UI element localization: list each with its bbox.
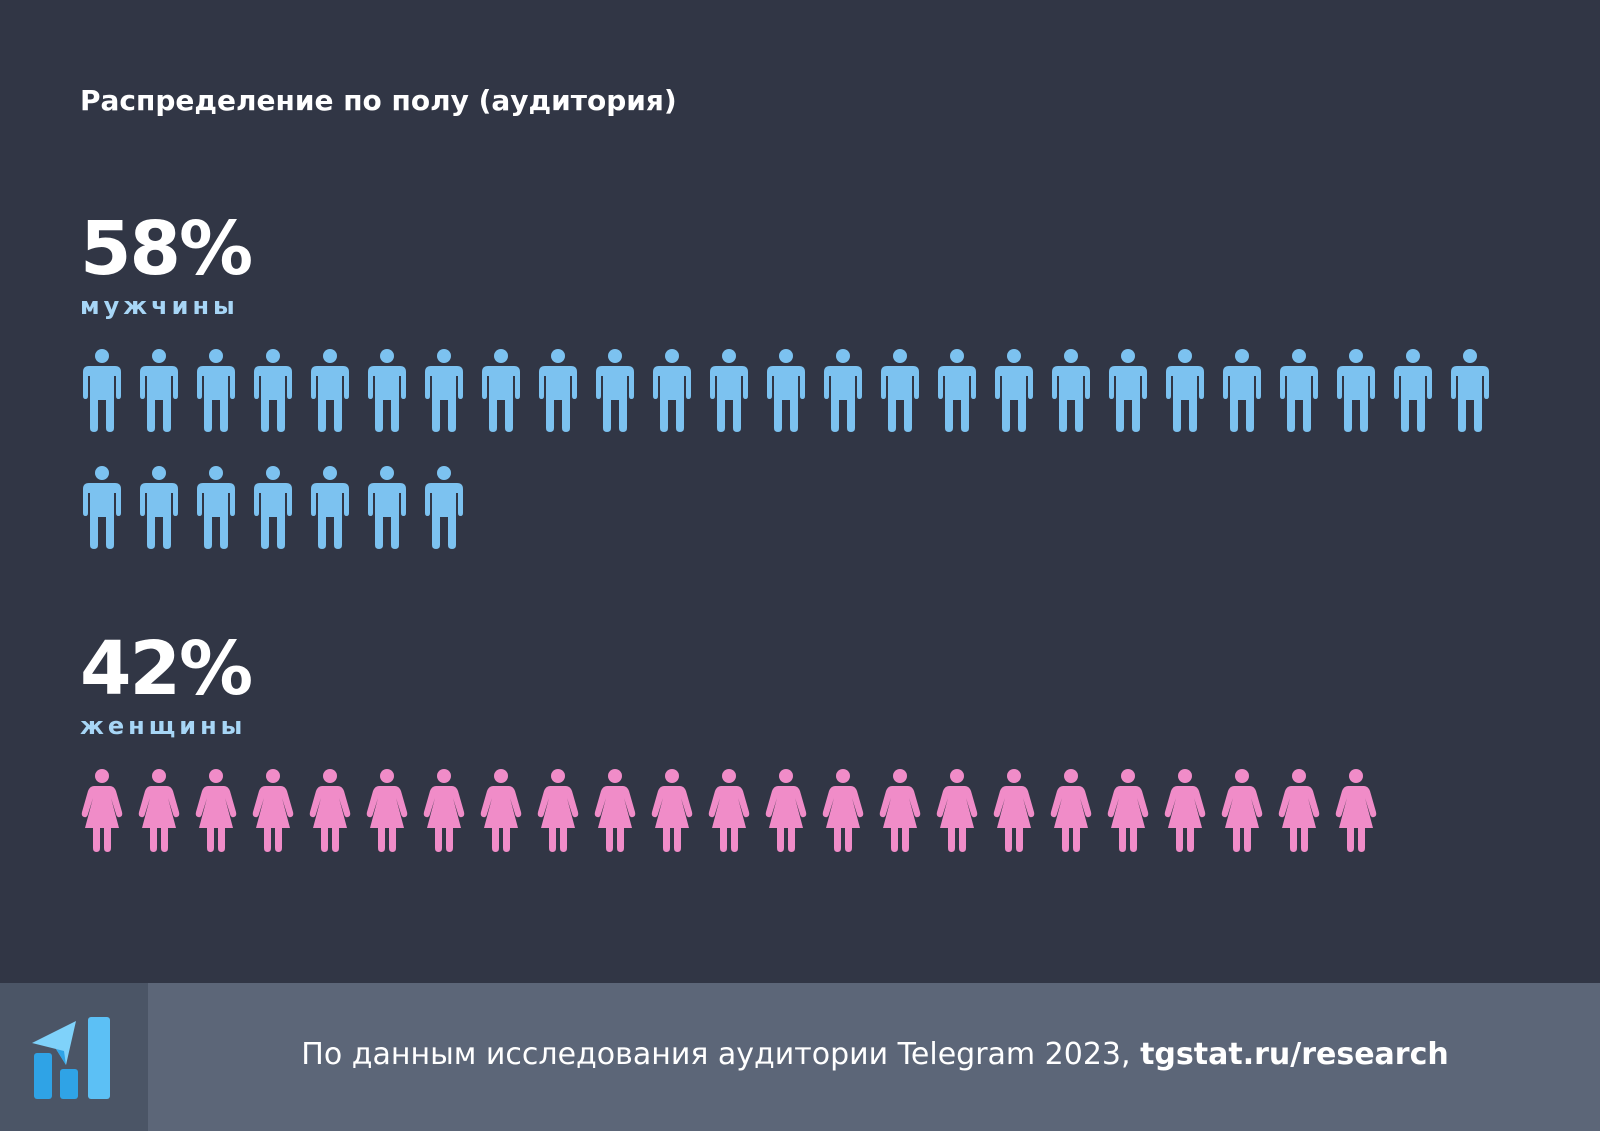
- female-person-icon: [822, 769, 864, 852]
- female-person-icon: [879, 769, 921, 852]
- male-person-icon: [1451, 349, 1489, 432]
- tgstat-logo-icon: [32, 1017, 110, 1099]
- female-person-icon: [423, 769, 465, 852]
- male-person-icon: [938, 349, 976, 432]
- source-link[interactable]: tgstat.ru/research: [1140, 1037, 1449, 1072]
- male-person-icon: [254, 349, 292, 432]
- male-person-icon: [596, 349, 634, 432]
- male-person-icon: [140, 349, 178, 432]
- male-group: 58% мужчины: [80, 212, 1505, 582]
- male-person-icon: [1052, 349, 1090, 432]
- male-person-icon: [425, 349, 463, 432]
- female-person-icon: [651, 769, 693, 852]
- female-person-icon: [537, 769, 579, 852]
- male-person-icon: [881, 349, 919, 432]
- chart-title: Распределение по полу (аудитория): [80, 84, 677, 117]
- female-label: женщины: [80, 712, 247, 740]
- female-pictogram: [80, 768, 1505, 885]
- male-person-icon: [539, 349, 577, 432]
- male-person-icon: [311, 466, 349, 549]
- female-person-icon: [1335, 769, 1377, 852]
- male-person-icon: [254, 466, 292, 549]
- female-person-icon: [993, 769, 1035, 852]
- male-person-icon: [368, 466, 406, 549]
- female-person-icon: [1164, 769, 1206, 852]
- male-person-icon: [197, 466, 235, 549]
- female-person-icon: [765, 769, 807, 852]
- male-person-icon: [995, 349, 1033, 432]
- female-person-icon: [1278, 769, 1320, 852]
- female-person-icon: [138, 769, 180, 852]
- source-text: По данным исследования аудитории Telegra…: [0, 1037, 1600, 1072]
- male-person-icon: [83, 466, 121, 549]
- female-person-icon: [936, 769, 978, 852]
- male-person-icon: [482, 349, 520, 432]
- male-person-icon: [1280, 349, 1318, 432]
- female-person-icon: [1221, 769, 1263, 852]
- male-label: мужчины: [80, 292, 239, 320]
- male-person-icon: [824, 349, 862, 432]
- female-percent: 42%: [80, 626, 253, 712]
- male-person-icon: [311, 349, 349, 432]
- female-person-icon: [195, 769, 237, 852]
- male-person-icon: [1337, 349, 1375, 432]
- male-person-icon: [1394, 349, 1432, 432]
- female-person-icon: [1107, 769, 1149, 852]
- male-person-icon: [1166, 349, 1204, 432]
- male-person-icon: [83, 349, 121, 432]
- male-person-icon: [653, 349, 691, 432]
- female-person-icon: [366, 769, 408, 852]
- female-group: 42% женщины: [80, 632, 1505, 885]
- male-person-icon: [197, 349, 235, 432]
- logo-box: [0, 983, 148, 1131]
- male-person-icon: [1223, 349, 1261, 432]
- male-percent: 58%: [80, 206, 253, 292]
- male-person-icon: [710, 349, 748, 432]
- footer: По данным исследования аудитории Telegra…: [0, 983, 1600, 1131]
- male-pictogram: [80, 348, 1505, 582]
- female-person-icon: [309, 769, 351, 852]
- male-person-icon: [368, 349, 406, 432]
- female-person-icon: [594, 769, 636, 852]
- source-description: По данным исследования аудитории Telegra…: [301, 1037, 1141, 1072]
- female-person-icon: [1050, 769, 1092, 852]
- female-person-icon: [708, 769, 750, 852]
- male-person-icon: [425, 466, 463, 549]
- female-person-icon: [81, 769, 123, 852]
- female-person-icon: [480, 769, 522, 852]
- male-person-icon: [1109, 349, 1147, 432]
- female-person-icon: [252, 769, 294, 852]
- male-person-icon: [140, 466, 178, 549]
- male-person-icon: [767, 349, 805, 432]
